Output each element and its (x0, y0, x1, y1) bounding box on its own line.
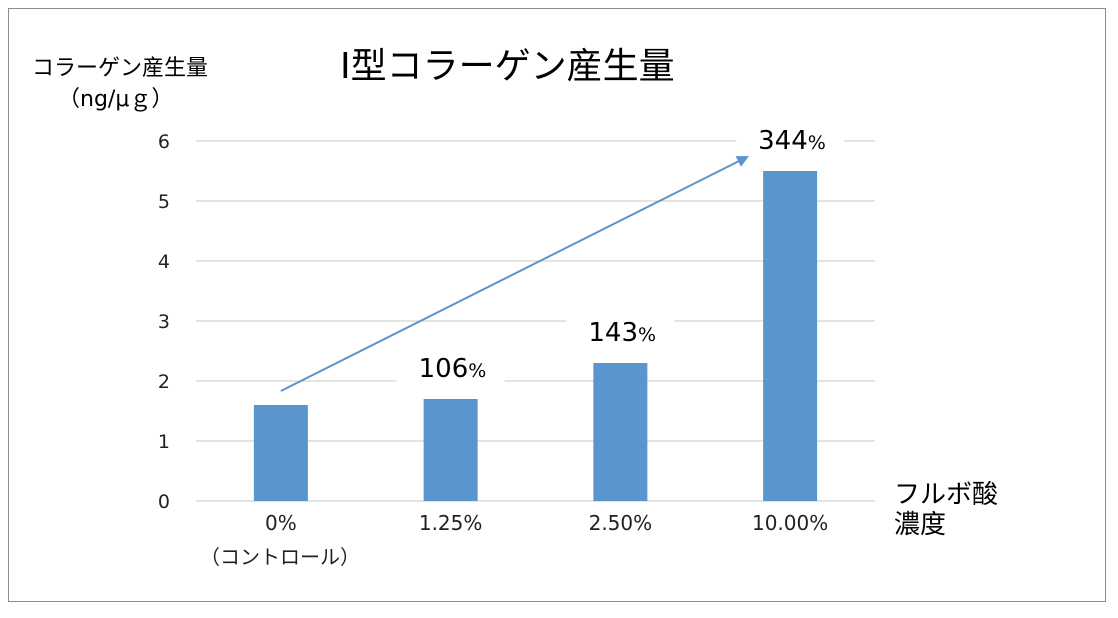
bar-1 (423, 399, 478, 501)
y-tick-label: 4 (158, 251, 170, 273)
data-label-bg (396, 349, 505, 385)
category-label: 2.50% (589, 511, 653, 535)
x-axis-label-line1: フルボ酸 (894, 480, 998, 510)
y-tick-label: 5 (158, 191, 170, 213)
bars (253, 171, 818, 501)
data-label: 143% (588, 318, 656, 348)
x-axis-label-line2: 濃度 (894, 510, 946, 540)
category-sublabel: （コントロール） (200, 545, 360, 569)
y-tick-label: 2 (158, 371, 170, 393)
y-axis-label-line1: コラーゲン産生量 (32, 56, 208, 81)
category-label: 10.00% (752, 511, 828, 535)
y-tick-label: 1 (158, 431, 170, 453)
data-label-bg (736, 121, 845, 157)
trend-arrow (280, 156, 749, 392)
data-label: 344% (758, 126, 826, 156)
y-tick-label: 6 (158, 131, 170, 153)
bar-3 (763, 171, 818, 501)
y-axis-label-line2: （ng/μｇ） (58, 87, 173, 112)
data-labels: 106% 143% 344% (396, 121, 845, 385)
chart-title: Ⅰ型コラーゲン産生量 (340, 46, 675, 87)
y-tick-label: 0 (158, 491, 170, 513)
data-label-bg (566, 313, 675, 349)
category-labels: 0% 1.25% 2.50% 10.00% (265, 511, 828, 535)
data-label: 106% (419, 354, 487, 384)
chart-frame (8, 8, 1106, 602)
category-label: 0% (265, 511, 297, 535)
bar-0 (253, 405, 308, 501)
y-tick-labels: 0 1 2 3 4 5 6 (158, 131, 170, 513)
y-tick-label: 3 (158, 311, 170, 333)
category-label: 1.25% (419, 511, 483, 535)
bar-2 (593, 363, 648, 501)
